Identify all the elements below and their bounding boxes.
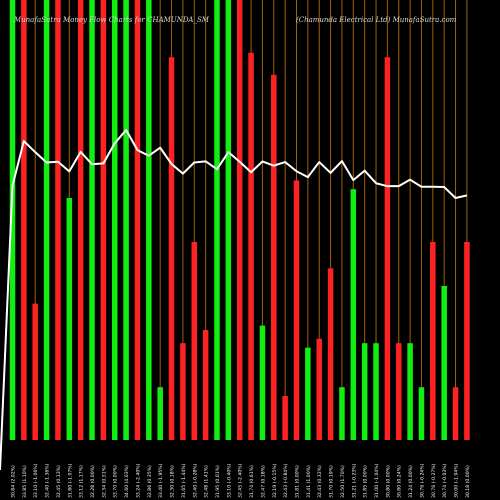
money-flow-bar [134, 0, 141, 440]
money-flow-bar [55, 0, 61, 440]
money-flow-bar [384, 57, 391, 440]
price-line-group [0, 129, 468, 471]
x-tick-label: 33.24 (-2.40%) [135, 463, 141, 498]
x-tick-label: 33.85 (1.10%) [22, 465, 28, 498]
chart-subtitle: (Chamunda Electrical Ltd) MunafaSutra.co… [296, 16, 457, 24]
money-flow-bar [100, 0, 107, 440]
x-tick-label: 32.40 (-1.36%) [45, 463, 51, 498]
money-flow-bars [9, 0, 470, 441]
money-flow-bar [282, 396, 288, 440]
x-tick-label: 34.60 (4.03%) [124, 465, 130, 498]
money-flow-bar [361, 343, 368, 440]
x-tick-label: 31.95 (0.01%) [215, 465, 221, 498]
x-tick-label: 31.21 (-0.23%) [351, 463, 357, 498]
money-flow-bar [236, 0, 243, 440]
x-tick-label: 31.81 (0.00%) [295, 465, 301, 498]
x-tick-label: 32.40 (-0.28%) [192, 463, 198, 498]
money-flow-bar [146, 0, 152, 440]
x-tick-label: 30.80 (0.00%) [385, 465, 391, 498]
money-flow-bar [271, 74, 277, 441]
money-flow-bar [123, 0, 129, 440]
x-tick-label: 32.86 (0.35%) [147, 465, 153, 498]
money-flow-bar [452, 387, 459, 440]
x-tick-label: 32.19 (-0.15%) [272, 463, 278, 498]
x-tick-label: 30.80 (0.24%) [397, 465, 403, 498]
money-flow-bar [407, 343, 413, 440]
x-tick-label: 32.30 (0.18%) [170, 465, 176, 498]
x-tick-label: 31.24 (0.00%) [408, 465, 414, 498]
x-axis-tick-labels: 30.84 (2.02%) 33.85 (1.10%) 33.10 (-1.06%)… [11, 463, 471, 498]
money-flow-bar [43, 0, 50, 440]
money-flow-bar [305, 347, 311, 440]
x-tick-label: 31.00 (-1.04%) [374, 463, 380, 498]
money-flow-bar [180, 343, 186, 440]
x-tick-label: 32.43 (-0.84%) [283, 463, 289, 498]
money-flow-bar [32, 303, 38, 440]
money-flow-bar [430, 242, 436, 440]
x-tick-label: 31.70 (0.19%) [329, 465, 335, 498]
x-tick-label: 32.50 (1.70%) [340, 465, 346, 498]
money-flow-bar [21, 0, 27, 440]
money-flow-bar [418, 387, 425, 440]
x-tick-label: 32.47 (0.18%) [260, 465, 266, 498]
x-tick-label: 32.28 (0.00%) [90, 465, 96, 498]
money-flow-bar [89, 0, 95, 440]
x-tick-label: 32.45 (0.13%) [56, 465, 62, 498]
money-flow-bar [77, 0, 84, 440]
money-flow-bar [214, 0, 220, 440]
x-tick-label: 32.45 (-2.40%) [238, 463, 244, 498]
money-flow-bar [350, 189, 357, 440]
x-tick-label: 33.12 (1.17%) [79, 465, 85, 498]
chart-title: MunafaSutra Money Flow Charts for CHAMUN… [14, 16, 209, 24]
x-tick-label: 31.74 (0.61%) [249, 465, 255, 498]
x-tick-label: 31.65 (-1.44%) [181, 463, 187, 498]
money-flow-bar [225, 0, 232, 440]
money-flow-bar [168, 57, 175, 440]
x-tick-label: 30.00 (-1.04%) [454, 463, 460, 498]
x-tick-label: 31.41 (1.00%) [306, 465, 312, 498]
money-flow-bar [259, 325, 266, 440]
money-flow-bar [248, 52, 254, 441]
x-tick-label: 30.84 (2.02%) [11, 465, 17, 498]
money-flow-bar [464, 242, 470, 440]
price-line [11, 129, 468, 199]
money-flow-bar [373, 343, 379, 440]
x-tick-label: 32.43 (0.32%) [317, 465, 323, 498]
money-flow-bar [441, 286, 447, 440]
money-flow-bar [202, 330, 209, 440]
x-tick-label: 33.40 (-1.95%) [158, 463, 164, 498]
money-flow-bar [111, 0, 118, 440]
x-tick-label: 32.48 (1.41%) [204, 465, 210, 498]
x-tick-label: 32.34 (0.31%) [101, 465, 107, 498]
money-flow-bar [157, 387, 163, 440]
money-flow-bar [339, 387, 345, 440]
x-tick-label: 30.76 (-0.27%) [431, 463, 437, 498]
x-tick-label: 33.70 (0.00%) [113, 465, 119, 498]
money-flow-bar [66, 198, 73, 440]
x-tick-label: 30.76 (-0.24%) [419, 463, 425, 498]
money-flow-bar [395, 343, 402, 440]
x-tick-label: 33.10 (-0.40%) [226, 463, 232, 498]
x-tick-label: 30.74 (-0.03%) [442, 463, 448, 498]
x-tick-label: 30.18 (0.00%) [465, 465, 471, 498]
x-tick-label: 33.10 (-1.06%) [33, 463, 39, 498]
money-flow-bar [327, 268, 334, 440]
x-tick-label: 31.80 (-1.07%) [67, 463, 73, 498]
money-flow-bar [293, 180, 300, 440]
money-flow-bar [316, 338, 322, 440]
money-flow-bar [191, 242, 198, 440]
money-flow-bar [9, 0, 16, 440]
price-line-entry [0, 185, 14, 471]
x-tick-label: 31.85 (0.00%) [363, 465, 369, 498]
